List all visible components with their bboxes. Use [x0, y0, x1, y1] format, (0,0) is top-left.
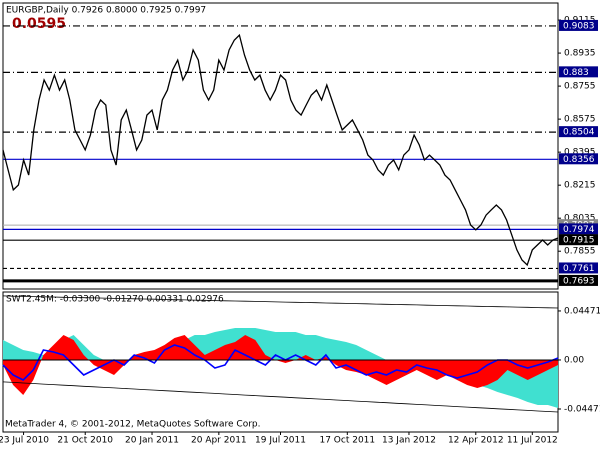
x-tick-label: 20 Jan 2011	[125, 436, 179, 446]
level-label: 0.883	[563, 68, 589, 78]
level-box	[559, 262, 598, 274]
level-box	[559, 19, 598, 31]
y-tick-label: 0.8215	[564, 181, 596, 191]
y-tick-label: 0.7855	[564, 247, 596, 257]
x-tick-label: 20 Apr 2011	[191, 436, 247, 446]
level-box	[559, 274, 598, 286]
indicator-line	[2, 344, 559, 381]
x-tick-label: 21 Oct 2010	[57, 436, 113, 446]
level-box	[559, 234, 598, 246]
x-tick-label: 11 Jul 2012	[507, 436, 558, 446]
y-tick-label: 0.04471	[564, 306, 600, 316]
x-tick-label: 19 Jul 2011	[255, 436, 306, 446]
level-label: 0.7693	[563, 276, 595, 286]
level-label: 0.7761	[563, 264, 595, 274]
footer: MetaTrader 4, © 2001-2012, MetaQuotes So…	[5, 420, 261, 430]
x-tick-label: 17 Oct 2011	[319, 436, 375, 446]
level-label: 0.8356	[563, 155, 595, 165]
level-box	[559, 153, 598, 165]
indicator-title: SWT2.45M: -0.03300 -0.01270 0.00331 0.02…	[6, 295, 224, 305]
indicator-line	[2, 381, 559, 413]
y-tick-label: 0.8935	[564, 49, 596, 59]
y-tick-label: 0.8395	[564, 148, 596, 158]
chart-value: 0.0595	[12, 16, 66, 32]
level-label: 0.9083	[563, 21, 595, 31]
price-line	[2, 33, 559, 267]
level-box	[559, 126, 598, 138]
price-pane	[2, 2, 559, 290]
chart-info: EURGBP,Daily 0.7926 0.8000 0.7925 0.7997	[6, 6, 206, 16]
y-tick-label: 0.8575	[564, 115, 596, 125]
level-box	[559, 66, 598, 78]
x-tick-label: 23 Jul 2010	[0, 436, 49, 446]
indicator-area	[3, 335, 558, 395]
level-label: 0.7974	[563, 225, 595, 235]
x-tick-label: 12 Apr 2012	[448, 436, 504, 446]
indicator-line	[2, 295, 559, 309]
x-tick-label: 13 Jan 2012	[382, 436, 436, 446]
y-tick-label: 0.8035	[564, 214, 596, 224]
y-tick-label: 0.8755	[564, 82, 596, 92]
y-tick-label: 0.00	[564, 355, 584, 365]
level-label: 0.8504	[563, 128, 595, 138]
y-tick-label: -0.04471	[564, 404, 600, 414]
level-box	[559, 223, 598, 235]
level-label: 0.7915	[563, 236, 595, 246]
